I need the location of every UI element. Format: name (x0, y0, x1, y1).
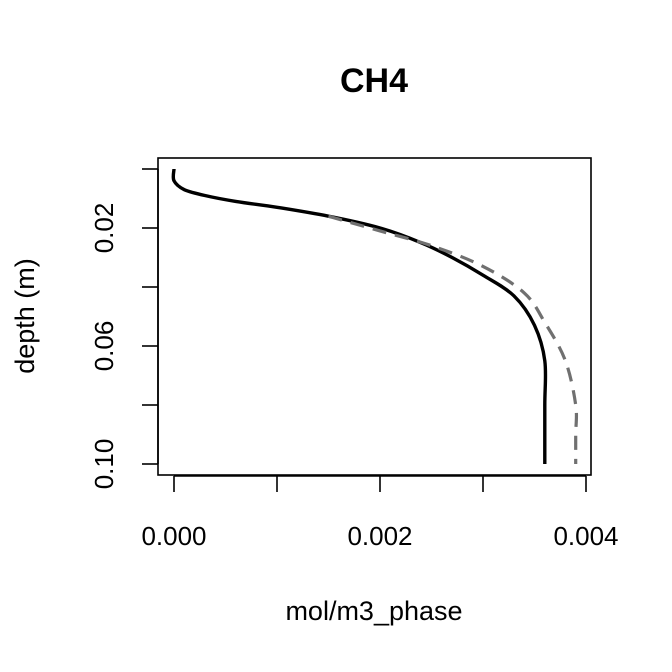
x-tick-label: 0.004 (553, 521, 618, 551)
x-axis: 0.000 0.002 0.004 (141, 475, 619, 551)
y-tick-label: 0.10 (89, 439, 119, 490)
y-axis: 0.02 0.06 0.10 (89, 168, 159, 490)
series-layer (171, 168, 579, 464)
chart-title: CH4 (340, 62, 408, 100)
series-line-dashed (328, 214, 579, 464)
plot-frame (157, 157, 592, 476)
y-tick-label: 0.06 (89, 321, 119, 372)
y-axis-label: depth (m) (10, 258, 40, 374)
series-line-solid (171, 168, 548, 464)
y-tick-label: 0.02 (89, 203, 119, 254)
x-tick-label: 0.000 (141, 521, 206, 551)
x-tick-label: 0.002 (347, 521, 412, 551)
x-axis-label: mol/m3_phase (285, 596, 462, 626)
